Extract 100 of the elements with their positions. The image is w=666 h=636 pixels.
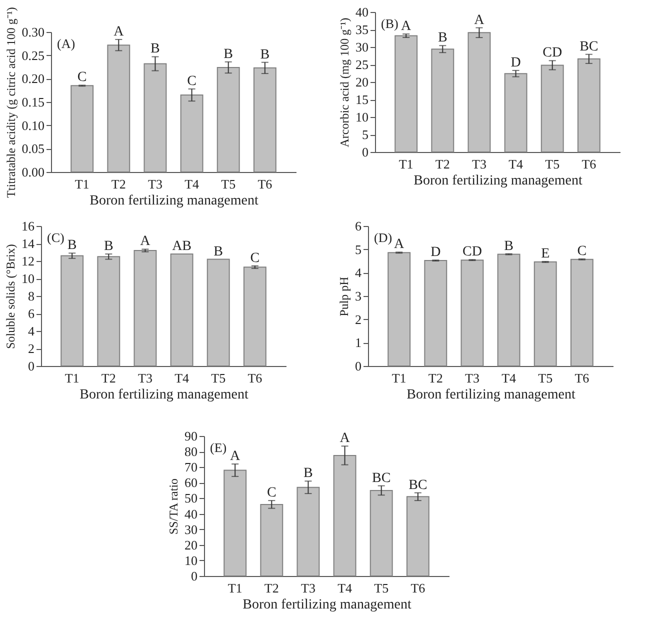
- x-tick-label: T1: [228, 580, 242, 596]
- y-tick-label: 25: [356, 57, 368, 72]
- annotation: B: [438, 30, 448, 46]
- x-tick-label: T5: [538, 370, 553, 386]
- x-tick-label: T4: [184, 176, 200, 192]
- y-tick-label: 15: [356, 92, 368, 107]
- y-axis-title: Ttitratable acidity (g citric acid 100 g⁻¹): [4, 7, 18, 198]
- x-tick-label: T2: [264, 580, 279, 596]
- bar: [107, 44, 130, 172]
- y-tick-label: 0.20: [22, 71, 44, 86]
- y-tick-label: 30: [356, 40, 368, 54]
- bar: [260, 504, 284, 576]
- annotation: C: [266, 486, 276, 501]
- y-tick-label: 0.30: [22, 24, 44, 40]
- bar: [333, 454, 356, 576]
- x-tick-label: T1: [392, 370, 406, 386]
- x-axis-title: Boron fertilizing management: [242, 598, 412, 612]
- bar: [296, 486, 320, 576]
- annotation: B: [150, 42, 160, 57]
- annotation: C: [577, 244, 587, 259]
- y-tick-label: 6: [28, 306, 35, 321]
- bar: [243, 266, 266, 366]
- x-tick-label: T5: [221, 176, 236, 192]
- annotation: B: [214, 244, 224, 260]
- x-tick-label: T2: [101, 370, 116, 386]
- bar: [224, 470, 247, 576]
- x-tick-label: T5: [374, 580, 389, 596]
- bar: [388, 252, 411, 366]
- annotation: D: [430, 245, 441, 260]
- bar: [60, 255, 84, 366]
- annotation: (A): [57, 36, 76, 51]
- annotation: BC: [372, 470, 391, 486]
- y-tick-label: 0.25: [22, 48, 44, 63]
- annotation: B: [67, 238, 77, 254]
- bar: [253, 67, 276, 172]
- y-tick-label: 16: [22, 218, 35, 234]
- annotation: B: [260, 47, 270, 62]
- x-tick-label: T3: [472, 156, 486, 172]
- y-tick-label: 70: [184, 460, 198, 475]
- annotation: A: [140, 234, 152, 250]
- x-axis-title: Boron fertilizing management: [406, 388, 576, 402]
- annotation: AB: [172, 239, 192, 254]
- x-tick-label: T1: [64, 370, 80, 386]
- x-tick-label: T1: [398, 156, 414, 172]
- x-tick-label: T4: [174, 370, 190, 386]
- bar: [394, 35, 418, 152]
- x-tick-label: T4: [338, 580, 352, 596]
- bar: [406, 496, 430, 576]
- y-tick-label: 60: [184, 475, 198, 490]
- y-tick-label: 12: [22, 254, 34, 268]
- x-tick-label: T6: [574, 370, 590, 386]
- annotation: A: [394, 237, 406, 252]
- bar: [180, 94, 204, 172]
- x-tick-label: T3: [138, 370, 152, 386]
- bar: [431, 48, 454, 152]
- y-tick-label: 4: [355, 265, 362, 280]
- annotation: A: [340, 431, 351, 446]
- annotation: (E): [210, 440, 227, 455]
- y-tick-label: 20: [356, 74, 368, 90]
- bar: [460, 260, 484, 366]
- y-tick-label: 0: [362, 144, 368, 160]
- annotation: CD: [542, 46, 562, 61]
- annotation: A: [474, 12, 486, 28]
- bar: [144, 63, 167, 172]
- annotation: D: [510, 55, 521, 70]
- y-tick-label: 3: [355, 288, 362, 304]
- y-tick-label: 2: [355, 312, 362, 327]
- y-tick-label: 20: [184, 537, 198, 552]
- y-tick-label: 0.10: [22, 118, 44, 133]
- y-tick-label: 5: [355, 242, 362, 257]
- annotation: B: [304, 466, 313, 482]
- y-axis-title: Pulp pH: [337, 276, 351, 316]
- bar: [468, 32, 491, 152]
- y-tick-label: 4: [28, 324, 35, 338]
- x-tick-label: T5: [211, 370, 226, 386]
- y-tick-label: 1: [355, 335, 362, 350]
- y-tick-label: 8: [28, 288, 34, 304]
- bar: [504, 73, 528, 152]
- y-tick-label: 0: [355, 358, 362, 374]
- x-tick-label: T4: [508, 156, 524, 172]
- bar: [534, 261, 557, 366]
- annotation: B: [104, 239, 114, 254]
- y-tick-label: 50: [184, 490, 198, 506]
- x-tick-label: T3: [464, 370, 480, 386]
- annotation: B: [504, 238, 514, 254]
- annotation: BC: [408, 478, 428, 493]
- x-tick-label: T1: [74, 176, 90, 192]
- y-tick-label: 40: [184, 506, 198, 522]
- bar: [134, 250, 157, 366]
- annotation: BC: [580, 39, 598, 54]
- y-tick-label: 5: [362, 127, 368, 142]
- x-tick-label: T2: [435, 156, 450, 172]
- y-tick-label: 35: [356, 22, 368, 37]
- x-tick-label: T6: [410, 580, 426, 596]
- y-tick-label: 10: [356, 110, 368, 124]
- y-tick-label: 0: [28, 358, 34, 374]
- x-tick-label: T6: [582, 156, 597, 172]
- y-axis-title: Soluble solids (°Brix): [4, 244, 18, 349]
- x-tick-label: T2: [428, 370, 443, 386]
- y-tick-label: 40: [356, 4, 368, 20]
